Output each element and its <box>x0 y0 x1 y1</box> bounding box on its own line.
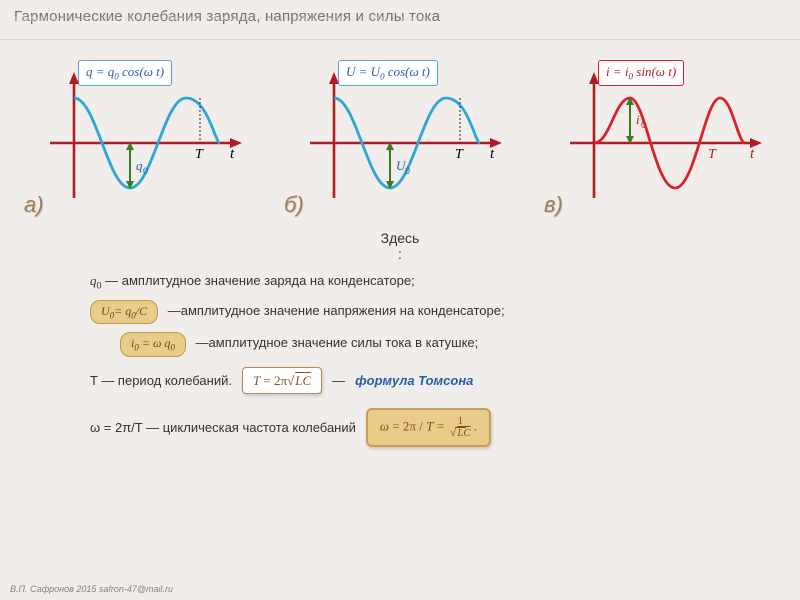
svg-text:T: T <box>708 147 717 162</box>
def-omega-text: ω = 2π/T — циклическая частота колебаний <box>90 419 356 437</box>
thomson-row: T — период колебаний. T = 2π√LC — формул… <box>90 367 710 395</box>
omega-formula-card: ω = 2π / T = 1 √LC . <box>366 408 491 447</box>
plot-b: U = U0 cos(ω t) U 0 T t б) <box>280 54 520 224</box>
i0-pill: i0 = ω q0 <box>120 332 186 357</box>
def-T-text: T — период колебаний. <box>90 372 232 390</box>
def-i0-text: —амплитудное значение силы тока в катушк… <box>196 335 479 350</box>
definitions: q0 — амплитудное значение заряда на конд… <box>0 262 800 447</box>
footer-credit: В.П. Сафронов 2015 safron-47@mail.ru <box>10 584 173 594</box>
plot-c-svg: i 0 T t <box>560 68 770 218</box>
svg-text:0: 0 <box>405 166 410 176</box>
def-q0-text: — амплитудное значение заряда на конденс… <box>105 273 415 288</box>
u0-pill: U0= q0/C <box>90 300 158 325</box>
svg-text:q: q <box>136 158 143 173</box>
plot-a: q = q0 cos(ω t) q 0 T t а) <box>20 54 260 224</box>
svg-text:0: 0 <box>641 120 646 130</box>
svg-text:i: i <box>636 112 640 127</box>
def-u0: U0= q0/C —амплитудное значение напряжени… <box>90 300 710 325</box>
here-label: Здесь: <box>0 230 800 262</box>
thomson-name: формула Томсона <box>355 372 473 390</box>
title-reflection: Гармонические колебания заряда, напряжен… <box>14 15 429 24</box>
dash: — <box>332 372 345 390</box>
thomson-formula-card: T = 2π√LC <box>242 367 322 395</box>
title-bar: Гармонические колебания заряда, напряжен… <box>0 0 800 40</box>
plot-a-svg: q 0 T t <box>40 68 250 218</box>
svg-text:T: T <box>455 147 464 162</box>
def-i0: i0 = ω q0 —амплитудное значение силы ток… <box>120 332 710 357</box>
plot-b-label: б) <box>284 192 304 218</box>
svg-text:t: t <box>230 146 235 162</box>
def-u0-text: —амплитудное значение напряжения на конд… <box>168 303 505 318</box>
plot-b-svg: U 0 T t <box>300 68 510 218</box>
svg-text:T: T <box>195 147 204 162</box>
def-q0: q0 — амплитудное значение заряда на конд… <box>90 272 710 292</box>
omega-row: ω = 2π/T — циклическая частота колебаний… <box>90 408 710 447</box>
plot-c: i = i0 sin(ω t) i 0 T t в) <box>540 54 780 224</box>
plot-c-label: в) <box>544 192 563 218</box>
svg-text:0: 0 <box>143 166 148 176</box>
svg-text:t: t <box>750 146 755 162</box>
svg-text:t: t <box>490 146 495 162</box>
plot-a-label: а) <box>24 192 44 218</box>
plots-row: q = q0 cos(ω t) q 0 T t а) U = U0 cos(ω … <box>0 40 800 228</box>
